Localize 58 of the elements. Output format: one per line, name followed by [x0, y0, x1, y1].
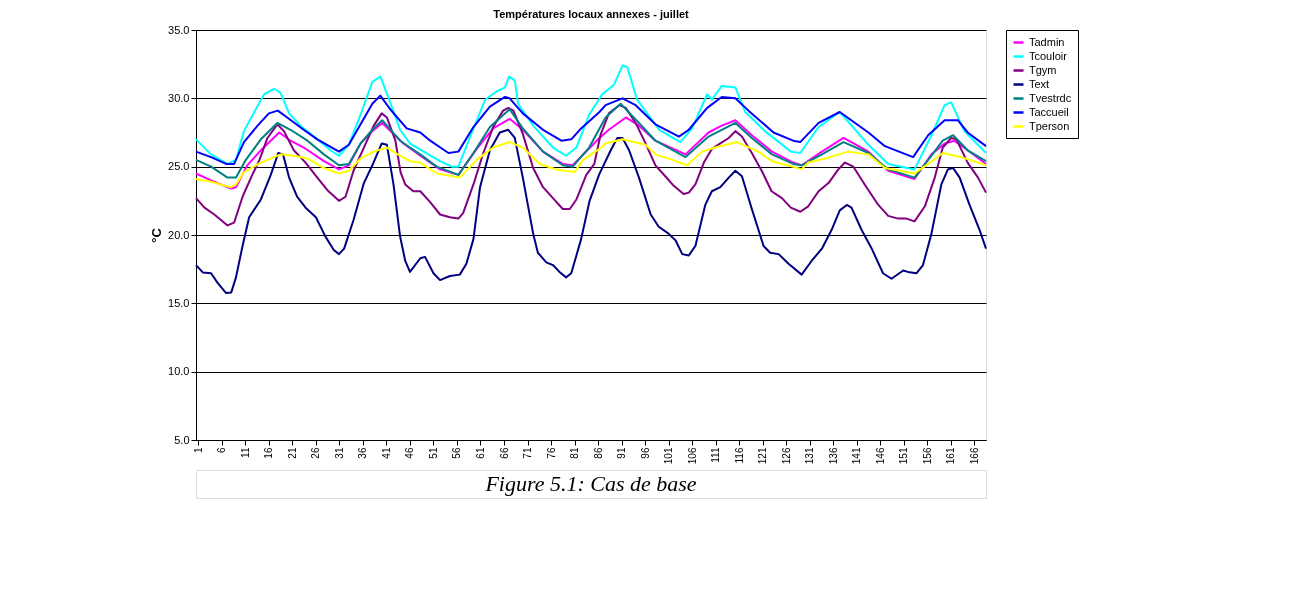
legend-label: Tadmin [1029, 35, 1065, 48]
x-tick-label: 126 [780, 447, 792, 465]
x-tick-label: 36 [357, 447, 369, 459]
line-series [195, 102, 987, 179]
line-series [195, 128, 987, 295]
y-tick-label: 10.0 [168, 365, 190, 378]
legend-label: Tperson [1029, 119, 1070, 132]
x-tick-label: 121 [757, 447, 769, 465]
x-tick-label: 51 [427, 447, 439, 459]
x-tick-label: 96 [639, 447, 651, 459]
x-tick-label: 156 [921, 447, 933, 465]
x-tick-label: 31 [333, 447, 345, 459]
x-tick-label: 141 [851, 447, 863, 465]
legend-label: Tgym [1029, 63, 1057, 76]
y-tick-label: 20.0 [168, 228, 190, 241]
line-series [195, 94, 987, 165]
x-tick-label: 46 [404, 447, 416, 459]
y-axis-title: °C [149, 227, 165, 243]
x-tick-label: 11 [239, 447, 251, 458]
x-tick-label: 76 [545, 447, 557, 459]
x-tick-label: 91 [616, 447, 628, 459]
x-tick-label: 106 [686, 447, 698, 465]
x-tick-label: 56 [451, 447, 463, 459]
legend-label: Taccueil [1029, 105, 1069, 118]
x-tick-label: 81 [569, 447, 581, 459]
x-tick-label: 26 [310, 447, 322, 459]
x-tick-label: 61 [474, 447, 486, 459]
line-series [195, 116, 987, 190]
y-tick-label: 30.0 [168, 91, 190, 104]
y-tick-label: 5.0 [174, 433, 190, 446]
x-tick-label: 41 [380, 447, 392, 459]
x-tick-label: 161 [945, 447, 957, 465]
x-tick-label: 66 [498, 447, 510, 459]
x-tick-label: 6 [216, 447, 228, 454]
line-series [195, 64, 987, 171]
x-tick-label: 86 [592, 447, 604, 459]
x-tick-label: 21 [286, 447, 298, 459]
x-tick-label: 1 [192, 447, 204, 454]
x-tick-label: 111 [710, 447, 722, 463]
line-series [195, 138, 987, 189]
legend-label: Tvestrdc [1029, 91, 1072, 104]
caption: Figure 5.1: Cas de base [484, 471, 697, 496]
y-tick-label: 15.0 [168, 296, 190, 309]
x-tick-label: 116 [733, 447, 745, 464]
legend-label: Tcouloir [1029, 49, 1068, 62]
x-tick-label: 151 [898, 447, 910, 465]
x-tick-label: 131 [804, 447, 816, 465]
legend-label: Text [1029, 77, 1050, 90]
y-tick-label: 35.0 [168, 23, 190, 36]
line-series [195, 104, 987, 227]
x-tick-label: 71 [522, 447, 534, 459]
x-tick-label: 166 [968, 447, 980, 465]
y-tick-label: 25.0 [168, 160, 190, 173]
x-tick-label: 136 [827, 447, 839, 465]
chart-title: Températures locaux annexes - juillet [493, 8, 690, 20]
x-tick-label: 16 [263, 447, 275, 459]
x-tick-label: 101 [663, 447, 675, 465]
x-tick-label: 146 [874, 447, 886, 465]
